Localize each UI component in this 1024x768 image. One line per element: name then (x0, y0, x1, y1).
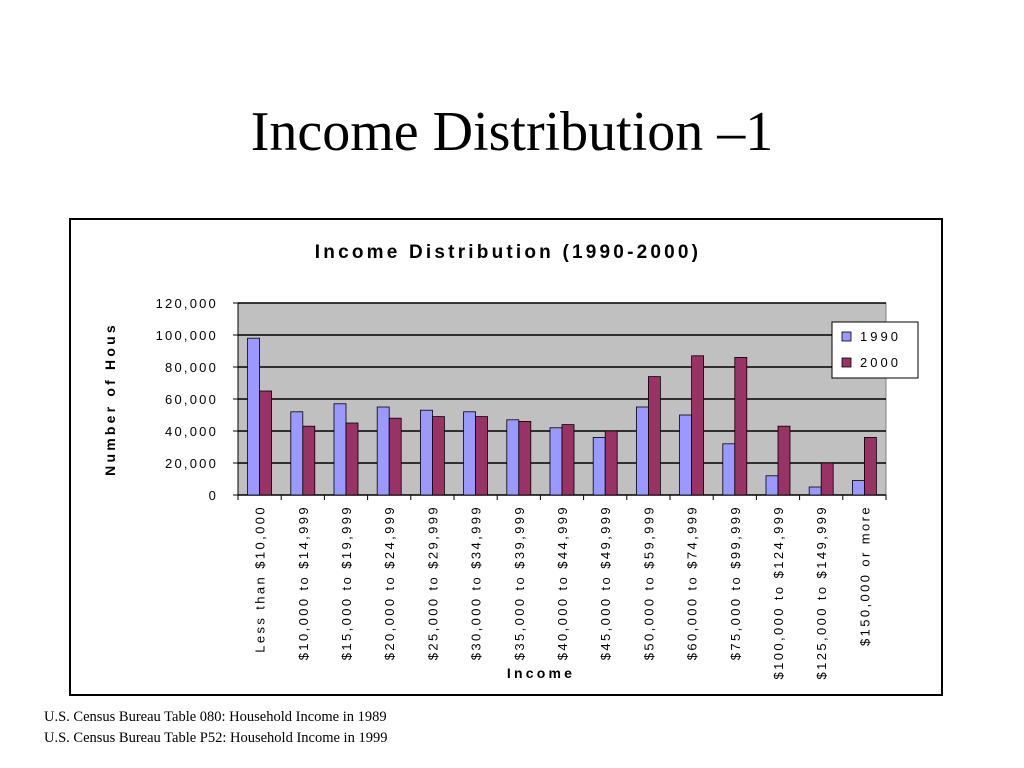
bar-1990 (247, 337, 261, 496)
bar-2000 (561, 424, 575, 496)
legend-box (831, 321, 919, 379)
x-tick-label: $40,000 to $44,999 (555, 505, 570, 660)
bar-1990 (463, 411, 477, 496)
bar-2000 (431, 416, 445, 496)
y-tick-label: 100,000 (156, 328, 218, 343)
x-tick-label: $45,000 to $49,999 (598, 505, 613, 660)
y-tick-label: 60,000 (165, 392, 218, 407)
bar-2000 (864, 436, 877, 496)
y-tick-label: 40,000 (165, 424, 218, 439)
x-tick-label: $20,000 to $24,999 (382, 505, 397, 660)
bar-2000 (518, 420, 532, 496)
bar-2000 (302, 425, 316, 496)
y-tick-label: 120,000 (156, 296, 218, 311)
x-tick-label: $125,000 to $149,999 (814, 505, 829, 680)
bar-2000 (648, 376, 661, 496)
bar-2000 (691, 355, 704, 496)
legend-swatch-1990 (841, 331, 852, 342)
x-tick-label: $50,000 to $59,999 (641, 505, 656, 660)
x-tick-label: $25,000 to $29,999 (425, 505, 440, 660)
x-tick-label: $10,000 to $14,999 (296, 505, 311, 660)
chart-title: Income Distribution (1990-2000) (315, 242, 701, 263)
source-note: U.S. Census Bureau Table P52: Household … (44, 730, 388, 746)
bar-1990 (376, 406, 390, 496)
chart-frame: Income Distribution (1990-2000) 0 20,000 40… (69, 218, 943, 696)
legend-swatch-2000 (841, 357, 852, 368)
bar-2000 (604, 430, 618, 496)
bar-1990 (765, 475, 779, 496)
x-axis-label: Income (507, 665, 575, 681)
x-tick-label: Less than $10,000 (253, 505, 268, 653)
bar-1990 (636, 406, 649, 496)
bar-2000 (345, 422, 359, 496)
bar-1990 (506, 419, 520, 496)
bar-1990 (722, 443, 736, 496)
bar-2000 (388, 417, 402, 496)
y-tick-label: 0 (209, 488, 218, 503)
bar-1990 (808, 486, 822, 496)
bar-1990 (592, 436, 606, 496)
y-tick-label: 80,000 (165, 360, 218, 375)
bar-1990 (549, 427, 563, 496)
bar-1990 (679, 414, 692, 496)
x-tick-label: $60,000 to $74,999 (685, 505, 700, 660)
x-tick-label: $75,000 to $99,999 (728, 505, 743, 660)
x-tick-label: $150,000 or more (857, 505, 872, 646)
x-tick-label: $30,000 to $34,999 (469, 505, 484, 660)
source-notes: U.S. Census Bureau Table 080: Household … (44, 707, 387, 749)
bar-1990 (333, 403, 347, 496)
income-distribution-chart: Income Distribution (1990-2000) 0 20,000 40… (102, 242, 919, 681)
y-axis-label: Number of Hous (102, 322, 118, 476)
x-tick-label: $35,000 to $39,999 (512, 505, 527, 660)
bar-1990 (290, 411, 304, 496)
bar-2000 (820, 462, 834, 496)
bar-2000 (777, 425, 791, 496)
y-tick-label: 20,000 (165, 456, 218, 471)
legend-label: 1990 (860, 329, 901, 344)
legend-label: 2000 (860, 355, 901, 370)
source-note: U.S. Census Bureau Table 080: Household … (44, 709, 387, 725)
bar-1990 (852, 480, 865, 496)
x-tick-label: $100,000 to $124,999 (771, 505, 786, 680)
bar-2000 (259, 390, 273, 496)
slide-title: Income Distribution –1 (250, 101, 774, 163)
bar-2000 (475, 416, 489, 496)
x-tick-label: $15,000 to $19,999 (339, 505, 354, 660)
bar-2000 (734, 356, 748, 496)
bar-1990 (419, 409, 433, 496)
